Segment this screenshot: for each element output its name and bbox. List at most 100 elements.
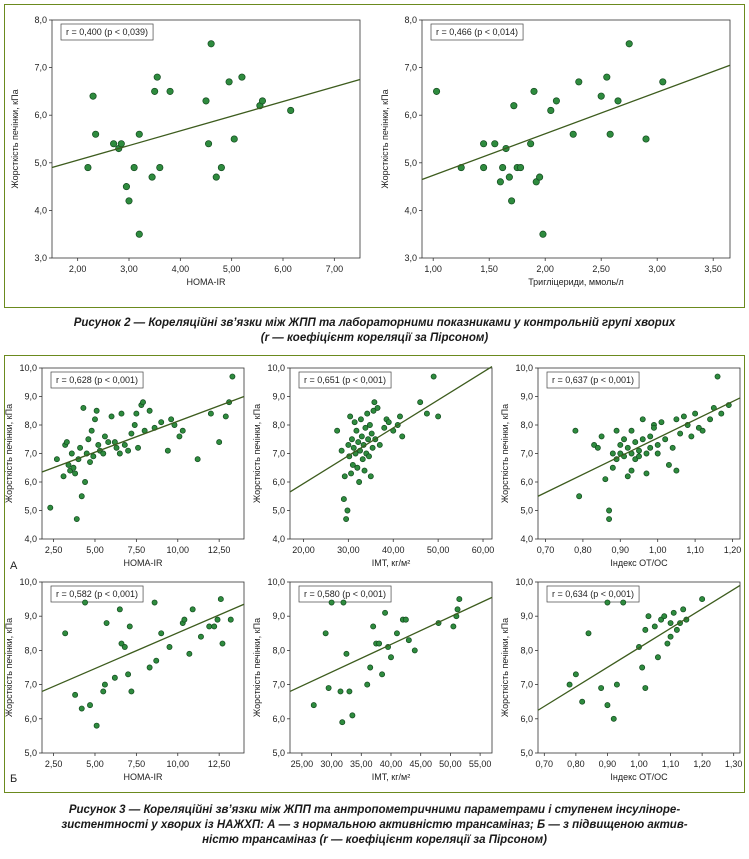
f2_tg-data-point: [642, 135, 650, 143]
f3a_imt-xtick-label: 20,00: [292, 545, 315, 555]
f3b_imt-data-point: [310, 702, 317, 709]
f3a_homa-data-point: [60, 473, 67, 480]
f3a_homa-data-point: [78, 493, 85, 500]
f2_tg-data-point: [539, 230, 547, 238]
f3a_ot-data-point: [617, 442, 624, 448]
f3b_ot-fit-line: [537, 584, 741, 711]
f3a_ot-data-point: [692, 410, 699, 417]
f3b_imt-data-point: [450, 623, 457, 630]
f3a_homa-data-point: [135, 444, 141, 451]
f3b_homa-data-point: [101, 681, 108, 688]
f3b_ot-data-point: [613, 681, 620, 688]
f3a_homa-ytick-label: 7,0: [24, 449, 37, 459]
f2_homa-ytick-label: 3,0: [34, 253, 47, 263]
f3a_homa-ytick-label: 10,0: [19, 363, 37, 373]
f3b_imt-ytick-label: 5,0: [272, 748, 285, 758]
f3a_imt-data-point: [385, 419, 392, 426]
f3b_ot-data-point: [654, 654, 661, 661]
f3b_homa-annotation: r = 0,582 (p < 0,001): [56, 589, 138, 599]
f3b_homa-data-point: [211, 623, 218, 630]
f3a_homa-data-point: [80, 404, 87, 411]
f3b_homa-ytick-label: 8,0: [24, 645, 37, 655]
f3a_imt-fit-line: [289, 366, 493, 493]
f3a_homa-data-point: [222, 413, 229, 420]
f3b_homa-data-point: [198, 633, 204, 640]
f3a_homa-data-point: [116, 450, 123, 457]
f2_homa-plot-area: [51, 19, 361, 259]
f3b_homa-data-point: [121, 644, 128, 650]
f3a_imt-data-point: [340, 496, 347, 503]
f3b_homa-data-point: [219, 640, 226, 647]
f3b_homa-annotation-box: [50, 585, 144, 603]
f3a_ot-xaxis-label: Індекс ОТ/ОС: [610, 558, 668, 568]
figure3-caption-line1: Рисунок 3 — Кореляційні зв’язки між ЖПП …: [68, 804, 681, 816]
f3b_ot-data-point: [667, 620, 674, 626]
f2_tg-data-point: [510, 102, 518, 110]
f2_tg-plot-area: [421, 19, 731, 259]
f3b_ot-data-point: [680, 606, 687, 613]
f3a_ot-data-point: [572, 427, 579, 434]
f3a_ot-xtick-label: 1,10: [686, 545, 704, 555]
f3a_homa-data-point: [47, 504, 54, 511]
f3a_imt-data-point: [370, 407, 377, 414]
f3b_ot-yaxis-label: Жорсткість печінки, кПа: [500, 618, 510, 717]
f3b_homa-data-point: [151, 599, 158, 606]
f3a_homa-data-point: [101, 433, 108, 440]
f3a_homa-xaxis-label: HOMA-IR: [124, 558, 163, 568]
f3b_ot-annotation-box: [546, 585, 640, 603]
f2_tg-xtick-label: 1,00: [424, 264, 442, 274]
f3b_homa-xtick-label: 7,50: [128, 759, 146, 769]
f3a_ot-annotation: r = 0,637 (p < 0,001): [552, 375, 634, 385]
f2_homa-ytick-label: 8,0: [34, 15, 47, 25]
f3a_homa-xtick-label: 7,50: [128, 545, 146, 555]
f3a_ot-ytick-label: 4,0: [520, 534, 533, 544]
f2_tg-data-point: [508, 197, 516, 205]
f2_tg-data-point: [433, 87, 441, 95]
f3b_homa-data-point: [128, 688, 135, 695]
f3b_ot-data-point: [604, 702, 611, 709]
f3a_imt-ytick-label: 10,0: [267, 363, 285, 373]
f3a_imt-data-point: [355, 439, 362, 446]
f3a_imt-data-point: [381, 424, 388, 431]
f3a_ot-data-point: [673, 467, 680, 474]
f3a_imt-data-point: [357, 416, 364, 423]
f3a_homa-ytick-label: 9,0: [24, 392, 37, 402]
f2_homa-data-point: [156, 164, 164, 172]
f3b_homa-fit-line: [41, 603, 245, 693]
f3a_imt-data-point: [362, 424, 369, 431]
f3a_imt-xtick-label: 30,00: [337, 545, 360, 555]
f2_homa-xtick-label: 5,00: [223, 264, 241, 274]
f3b_imt-xtick-label: 30,00: [320, 759, 343, 769]
f2_tg-data-point: [536, 173, 544, 181]
panel-b-label: Б: [10, 773, 18, 785]
f3a_imt-data-point: [364, 410, 371, 417]
f2_homa-data-point: [117, 140, 125, 148]
f3a_imt-data-point: [399, 433, 406, 440]
f3b_homa-yaxis-label: Жорсткість печінки, кПа: [4, 618, 14, 717]
f3b_ot-ytick-label: 6,0: [520, 714, 533, 724]
f3b_ot-xtick-label: 1,10: [662, 759, 680, 769]
f3b_homa-plot-area: [41, 581, 245, 754]
f3b_ot-data-point: [572, 671, 579, 678]
figure2-caption-line2: (r — коефіцієнт кореляції за Пірсоном): [260, 332, 489, 344]
f3a_homa-ytick-label: 6,0: [24, 477, 37, 487]
f3b_homa-data-point: [227, 616, 234, 623]
f2_homa-xaxis-label: HOMA-IR: [187, 277, 226, 287]
f2_homa-data-point: [230, 135, 238, 143]
f3b_imt-data-point: [382, 609, 389, 616]
f2_tg-data-point: [532, 178, 540, 186]
f2_homa-ytick-label: 5,0: [34, 158, 47, 168]
f3a_imt-data-point: [435, 413, 442, 420]
f3b_ot-xtick-label: 0,90: [599, 759, 617, 769]
f2_homa-xtick-label: 6,00: [274, 264, 292, 274]
f3b_ot-data-point: [585, 630, 592, 637]
f3a_ot-data-point: [576, 493, 583, 500]
f3b_homa-data-point: [116, 606, 123, 613]
f3b_homa-data-point: [125, 671, 132, 678]
f3b_imt-data-point: [454, 606, 461, 613]
f3a_ot-data-point: [714, 373, 721, 380]
f3a_ot-data-point: [639, 436, 646, 443]
f3a_imt-xtick-label: 50,00: [427, 545, 450, 555]
f3a_imt-data-point: [349, 461, 356, 468]
f2_tg-data-point: [552, 97, 560, 105]
